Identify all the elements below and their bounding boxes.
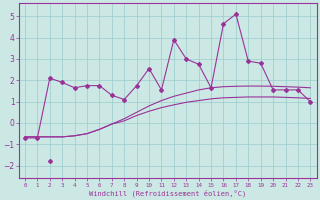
X-axis label: Windchill (Refroidissement éolien,°C): Windchill (Refroidissement éolien,°C) <box>89 189 246 197</box>
